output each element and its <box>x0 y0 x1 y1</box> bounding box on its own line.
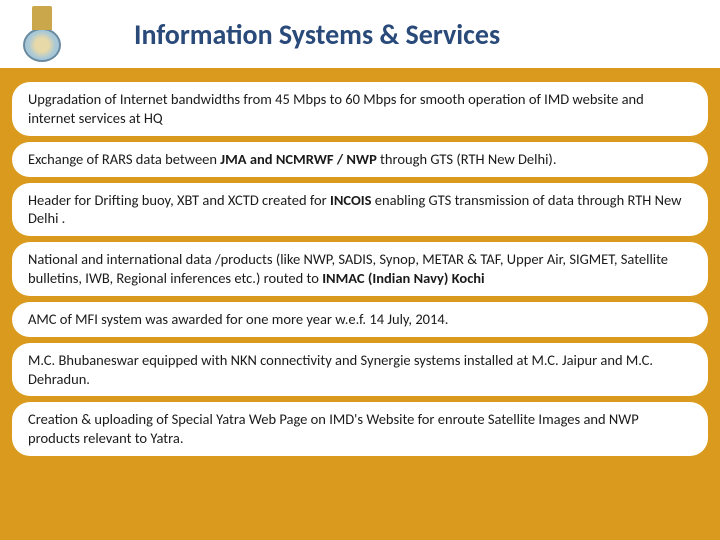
logo-globe <box>23 28 61 62</box>
slide-title: Information Systems & Services <box>134 17 500 52</box>
slide-header: Information Systems & Services <box>0 0 720 74</box>
bullet-item: National and international data /product… <box>12 242 708 296</box>
bullet-item: Exchange of RARS data between JMA and NC… <box>12 142 708 177</box>
bullet-item: Upgradation of Internet bandwidths from … <box>12 82 708 136</box>
bullet-list: Upgradation of Internet bandwidths from … <box>0 74 720 460</box>
bullet-item: Creation & uploading of Special Yatra We… <box>12 402 708 456</box>
bullet-item: Header for Drifting buoy, XBT and XCTD c… <box>12 183 708 237</box>
bullet-item: M.C. Bhubaneswar equipped with NKN conne… <box>12 343 708 397</box>
bullet-item: AMC of MFI system was awarded for one mo… <box>12 302 708 337</box>
logo-emblem <box>32 6 52 30</box>
organization-logo <box>18 5 66 63</box>
